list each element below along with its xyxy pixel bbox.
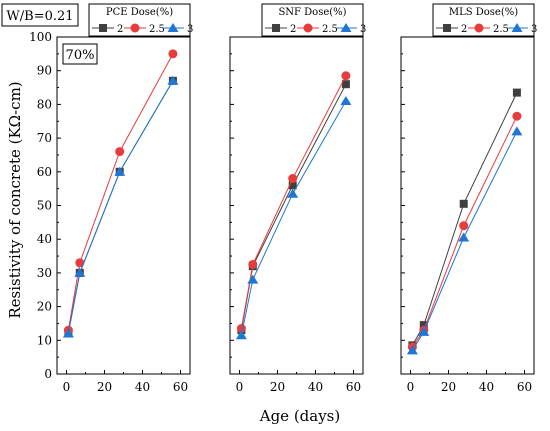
legend-label-3: 3 bbox=[531, 24, 537, 35]
data-point bbox=[512, 111, 522, 121]
legend-marker-3 bbox=[167, 23, 179, 32]
series-line-2 bbox=[411, 92, 518, 346]
data-point bbox=[167, 75, 179, 85]
data-point bbox=[288, 181, 297, 190]
data-point bbox=[512, 88, 521, 97]
data-point bbox=[168, 49, 178, 59]
x-tick-label: 60 bbox=[173, 380, 188, 394]
y-tick-label: 40 bbox=[37, 232, 52, 246]
x-tick-label: 20 bbox=[270, 380, 285, 394]
data-point bbox=[235, 330, 247, 340]
series-line-2.5 bbox=[67, 53, 174, 331]
data-point bbox=[459, 221, 469, 231]
data-point bbox=[74, 267, 86, 277]
data-point bbox=[62, 328, 74, 338]
legend-label-2: 2 bbox=[117, 24, 123, 35]
legend-title: MLS Dose(%) bbox=[449, 7, 518, 18]
y-tick-label: 60 bbox=[37, 165, 52, 179]
data-point bbox=[341, 80, 350, 89]
series-line-2 bbox=[240, 83, 347, 331]
y-tick-label: 30 bbox=[37, 266, 52, 280]
legend-label-2.5: 2.5 bbox=[493, 24, 509, 35]
data-point bbox=[511, 126, 523, 136]
x-tick-label: 20 bbox=[441, 380, 456, 394]
legend-label-3: 3 bbox=[187, 24, 193, 35]
panel-3: 0 20 40 60 MLS Dose(%) 2 2.5 3 bbox=[400, 3, 537, 394]
data-point bbox=[287, 188, 299, 198]
wb-label-box bbox=[1, 3, 79, 27]
x-tick-label: 0 bbox=[63, 380, 71, 394]
data-point bbox=[418, 326, 430, 336]
x-tick-label: 40 bbox=[135, 380, 150, 394]
legend-marker-3 bbox=[511, 23, 523, 32]
data-point bbox=[288, 174, 298, 184]
legend-marker-2 bbox=[99, 24, 107, 32]
x-tick-label: 40 bbox=[308, 380, 323, 394]
panel-2: 0 20 40 60 SNF Dose(%) 2 2.5 3 bbox=[229, 3, 366, 394]
wb-label: W/B=0.21 bbox=[6, 9, 73, 24]
data-point bbox=[458, 232, 470, 242]
data-point bbox=[75, 258, 85, 268]
legend-marker-2.5 bbox=[474, 23, 484, 33]
series-line-3 bbox=[240, 100, 347, 336]
y-tick-label: 20 bbox=[37, 300, 52, 314]
legend-marker-2 bbox=[443, 24, 451, 32]
y-tick-label: 10 bbox=[37, 333, 52, 347]
y-tick-label: 90 bbox=[37, 64, 52, 78]
legend-label-2: 2 bbox=[290, 24, 296, 35]
data-point bbox=[406, 345, 418, 355]
data-point bbox=[248, 259, 258, 269]
y-tick-label: 80 bbox=[37, 97, 52, 111]
y-tick-label: 50 bbox=[37, 199, 52, 213]
plot-frame bbox=[56, 36, 191, 375]
x-tick-label: 40 bbox=[479, 380, 494, 394]
data-point bbox=[341, 71, 351, 81]
x-tick-label: 0 bbox=[407, 380, 415, 394]
data-point bbox=[114, 166, 126, 176]
y-tick-label: 0 bbox=[44, 367, 52, 381]
panel-1: 0 20 40 60 0 10 20 30 40 50 60 70 80 90 100 PCE Dose(%)… bbox=[29, 3, 193, 394]
legend-label-2.5: 2.5 bbox=[322, 24, 338, 35]
data-point bbox=[459, 199, 468, 208]
panel-label-box bbox=[62, 43, 98, 65]
legend-marker-3 bbox=[340, 23, 352, 32]
legend-title: PCE Dose(%) bbox=[106, 7, 173, 18]
panel-label: 70% bbox=[66, 48, 95, 63]
x-tick-label: 20 bbox=[97, 380, 112, 394]
x-tick-label: 60 bbox=[517, 380, 532, 394]
data-point bbox=[340, 96, 352, 106]
x-tick-label: 60 bbox=[346, 380, 361, 394]
series-line-2.5 bbox=[240, 75, 347, 329]
y-tick-label: 100 bbox=[29, 30, 52, 44]
x-axis-title: Age (days) bbox=[259, 407, 341, 425]
legend-marker-2.5 bbox=[303, 23, 313, 33]
data-point bbox=[247, 274, 259, 284]
legend-label-2.5: 2.5 bbox=[149, 24, 165, 35]
series-line-2.5 bbox=[411, 115, 518, 348]
legend-marker-2 bbox=[272, 24, 280, 32]
data-point bbox=[115, 147, 125, 157]
legend-label-3: 3 bbox=[360, 24, 366, 35]
series-line-3 bbox=[411, 131, 518, 351]
legend-marker-2.5 bbox=[130, 23, 140, 33]
y-axis-title: Resistivity of concrete (KΩ-cm) bbox=[6, 81, 24, 318]
legend-title: SNF Dose(%) bbox=[278, 7, 346, 18]
y-tick-label: 70 bbox=[37, 131, 52, 145]
series-line-2 bbox=[67, 80, 174, 332]
legend-label-2: 2 bbox=[461, 24, 467, 35]
data-point bbox=[419, 321, 428, 330]
series-line-3 bbox=[67, 80, 174, 334]
x-tick-label: 0 bbox=[236, 380, 244, 394]
